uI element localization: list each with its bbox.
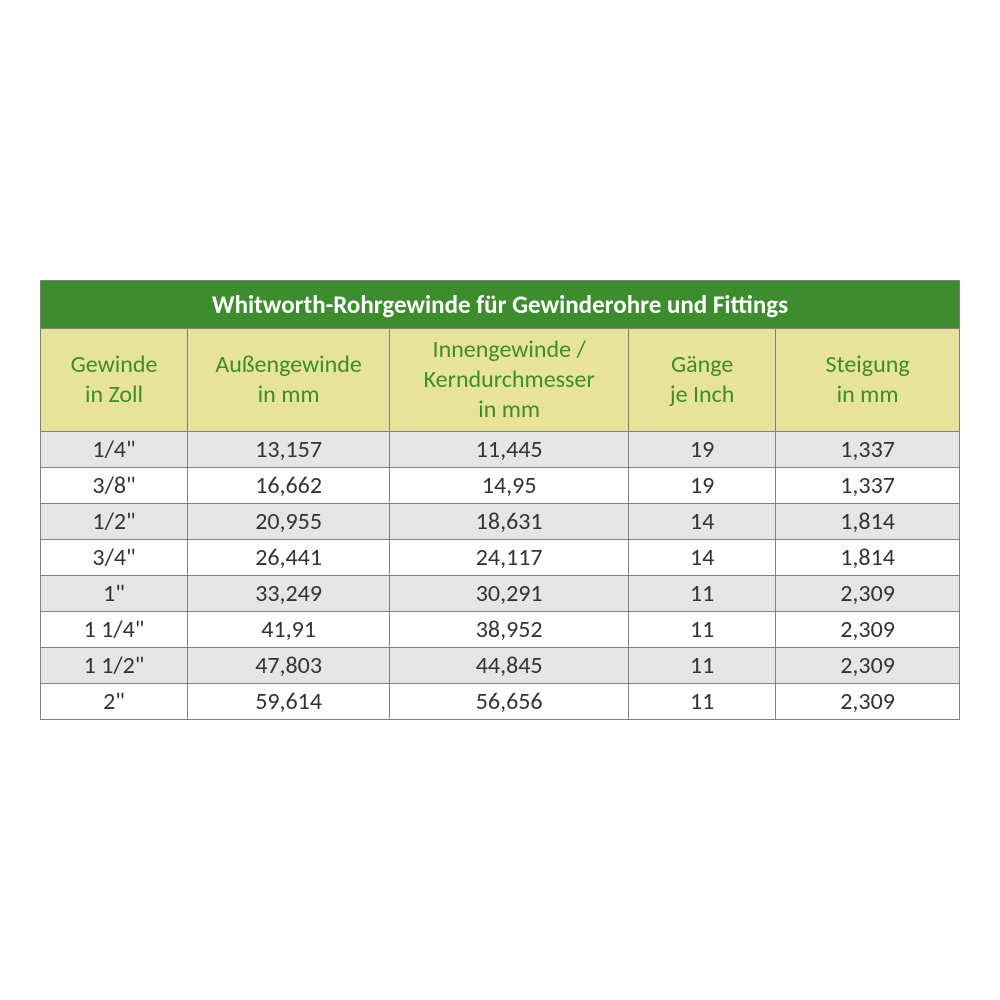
cell: 19	[629, 432, 776, 468]
table-title-row: Whitworth-Rohrgewinde für Gewinderohre u…	[41, 281, 960, 329]
cell: 1/2"	[41, 504, 188, 540]
header-text: in mm	[478, 395, 540, 424]
cell: 11	[629, 648, 776, 684]
cell: 2"	[41, 684, 188, 720]
cell: 11	[629, 576, 776, 612]
cell: 38,952	[390, 612, 629, 648]
table-body: 1/4" 13,157 11,445 19 1,337 3/8" 16,662 …	[41, 432, 960, 720]
cell: 14	[629, 540, 776, 576]
header-text: in mm	[258, 380, 320, 409]
cell: 20,955	[188, 504, 390, 540]
thread-table: Whitworth-Rohrgewinde für Gewinderohre u…	[40, 280, 960, 720]
thread-table-container: Whitworth-Rohrgewinde für Gewinderohre u…	[40, 280, 960, 720]
header-text: in mm	[837, 380, 899, 409]
cell: 2,309	[776, 648, 960, 684]
table-title: Whitworth-Rohrgewinde für Gewinderohre u…	[41, 281, 960, 329]
cell: 3/8"	[41, 468, 188, 504]
header-text: Kerndurchmesser	[424, 365, 595, 394]
cell: 1 1/4"	[41, 612, 188, 648]
cell: 2,309	[776, 576, 960, 612]
cell: 14	[629, 504, 776, 540]
header-steigung: Steigung in mm	[776, 329, 960, 432]
table-row: 1 1/4" 41,91 38,952 11 2,309	[41, 612, 960, 648]
table-row: 3/4" 26,441 24,117 14 1,814	[41, 540, 960, 576]
cell: 13,157	[188, 432, 390, 468]
cell: 47,803	[188, 648, 390, 684]
table-row: 1/4" 13,157 11,445 19 1,337	[41, 432, 960, 468]
cell: 2,309	[776, 684, 960, 720]
cell: 1,337	[776, 468, 960, 504]
header-gewinde: Gewinde in Zoll	[41, 329, 188, 432]
cell: 14,95	[390, 468, 629, 504]
header-text: Außengewinde	[215, 350, 361, 379]
cell: 11	[629, 684, 776, 720]
cell: 33,249	[188, 576, 390, 612]
cell: 41,91	[188, 612, 390, 648]
cell: 1 1/2"	[41, 648, 188, 684]
cell: 1,814	[776, 504, 960, 540]
header-text: Steigung	[826, 350, 910, 379]
table-row: 1 1/2" 47,803 44,845 11 2,309	[41, 648, 960, 684]
cell: 1,337	[776, 432, 960, 468]
cell: 18,631	[390, 504, 629, 540]
cell: 56,656	[390, 684, 629, 720]
table-row: 2" 59,614 56,656 11 2,309	[41, 684, 960, 720]
header-text: in Zoll	[85, 380, 143, 409]
cell: 26,441	[188, 540, 390, 576]
cell: 19	[629, 468, 776, 504]
table-row: 1" 33,249 30,291 11 2,309	[41, 576, 960, 612]
cell: 2,309	[776, 612, 960, 648]
header-text: Gewinde	[71, 350, 158, 379]
header-innengewinde: Innengewinde / Kerndurchmesser in mm	[390, 329, 629, 432]
header-text: Gänge	[671, 350, 733, 379]
table-header-row: Gewinde in Zoll Außengewinde in mm Innen…	[41, 329, 960, 432]
cell: 24,117	[390, 540, 629, 576]
header-gaenge: Gänge je Inch	[629, 329, 776, 432]
cell: 44,845	[390, 648, 629, 684]
header-text: je Inch	[670, 380, 735, 409]
cell: 1/4"	[41, 432, 188, 468]
header-text: Innengewinde /	[433, 335, 586, 364]
cell: 3/4"	[41, 540, 188, 576]
cell: 16,662	[188, 468, 390, 504]
header-aussengewinde: Außengewinde in mm	[188, 329, 390, 432]
cell: 11,445	[390, 432, 629, 468]
table-row: 3/8" 16,662 14,95 19 1,337	[41, 468, 960, 504]
cell: 30,291	[390, 576, 629, 612]
cell: 59,614	[188, 684, 390, 720]
cell: 1"	[41, 576, 188, 612]
cell: 1,814	[776, 540, 960, 576]
table-row: 1/2" 20,955 18,631 14 1,814	[41, 504, 960, 540]
cell: 11	[629, 612, 776, 648]
